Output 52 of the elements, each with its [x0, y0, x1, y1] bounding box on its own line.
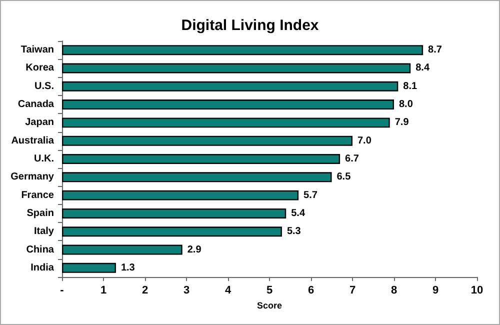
x-tick-label: 4	[224, 284, 232, 296]
bar	[62, 172, 332, 182]
data-label: 8.1	[403, 80, 418, 92]
data-label: 8.7	[428, 44, 442, 56]
data-label: 1.3	[120, 262, 136, 274]
y-tick-label: Italy	[34, 226, 54, 238]
y-tick-label: Australia	[11, 135, 54, 146]
x-tick-label: 10	[470, 284, 484, 296]
data-label: 7.0	[358, 135, 372, 146]
y-tick-label: Germany	[10, 172, 54, 183]
chart-title: Digital Living Index	[181, 17, 320, 34]
y-tick-label: India	[30, 262, 54, 274]
data-label: 2.9	[187, 244, 202, 256]
y-tick-label: Korea	[26, 62, 54, 74]
bar	[62, 244, 182, 255]
bar	[62, 63, 411, 74]
x-tick-label: 5	[266, 284, 273, 296]
bar	[62, 190, 299, 200]
y-tick-label: France	[21, 190, 54, 201]
bar	[62, 45, 424, 56]
data-label: 6.7	[345, 154, 360, 164]
y-tick-label: Taiwan	[20, 44, 54, 56]
x-tick-label: 6	[308, 284, 314, 296]
y-tick-label: China	[26, 244, 54, 256]
x-tick-label: 7	[349, 284, 356, 296]
x-tick-label: 9	[432, 284, 439, 296]
bar	[62, 226, 282, 237]
x-tick-label: 1	[100, 284, 107, 296]
x-tick-label: -	[60, 284, 64, 296]
data-label: 5.4	[291, 208, 306, 219]
bar	[62, 208, 286, 218]
y-tick-label: Canada	[18, 99, 54, 110]
bar	[62, 81, 398, 92]
bar	[62, 100, 394, 110]
data-label: 7.9	[394, 117, 410, 128]
bar	[62, 154, 340, 164]
y-tick-label: U.K.	[34, 154, 54, 164]
x-tick-label: 8	[390, 284, 398, 296]
y-tick-label: Japan	[25, 117, 54, 128]
data-label: 8.0	[399, 99, 414, 110]
data-label: 6.5	[336, 172, 352, 183]
bar	[62, 136, 352, 146]
x-axis-title: Score	[256, 300, 282, 310]
bar	[62, 262, 116, 273]
data-label: 5.3	[286, 226, 302, 238]
x-tick-label: 3	[183, 284, 190, 296]
y-tick-label: U.S.	[34, 80, 54, 92]
data-label: 8.4	[416, 62, 430, 74]
y-tick-label: Spain	[26, 208, 54, 219]
x-tick-label: 2	[142, 284, 148, 296]
data-label: 5.7	[304, 190, 318, 201]
bar	[62, 118, 390, 128]
